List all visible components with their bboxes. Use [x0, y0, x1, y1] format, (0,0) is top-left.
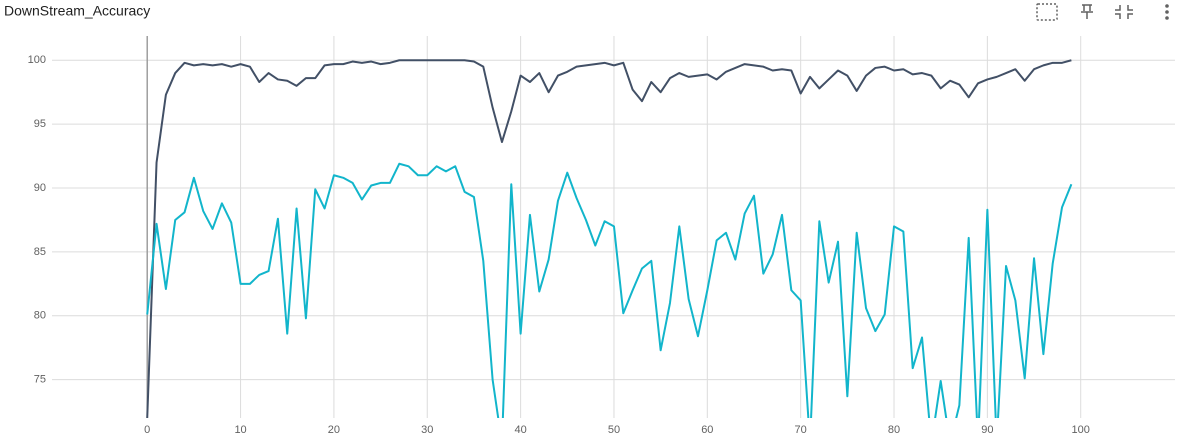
pin-button[interactable] — [1081, 4, 1093, 19]
toolbar — [1036, 3, 1169, 21]
x-tick-label: 70 — [795, 424, 807, 436]
y-tick-label: 100 — [28, 54, 46, 66]
x-tick-label: 100 — [1072, 424, 1090, 436]
more-menu-button[interactable] — [1165, 4, 1169, 20]
series-line — [146, 162, 1073, 418]
collapse-button[interactable] — [1115, 5, 1133, 19]
x-tick-label: 60 — [701, 424, 713, 436]
x-tick-label: 40 — [514, 424, 526, 436]
x-tick-label: 0 — [144, 424, 150, 436]
x-tick-label: 50 — [608, 424, 620, 436]
x-tick-label: 10 — [234, 424, 246, 436]
fit-domain-button[interactable] — [1036, 3, 1058, 21]
x-tick-label: 90 — [981, 424, 993, 436]
plot-area — [146, 59, 1073, 418]
chart-title: DownStream_Accuracy — [4, 3, 150, 19]
y-tick-label: 80 — [34, 310, 46, 322]
y-tick-label: 95 — [34, 118, 46, 130]
tick-labels: 75 80 85 90 95 100 0 10 20 30 40 50 60 70 80 90 100 — [28, 54, 1090, 436]
y-tick-label: 90 — [34, 182, 46, 194]
x-tick-label: 80 — [888, 424, 900, 436]
grid — [52, 36, 1175, 418]
y-tick-label: 75 — [34, 374, 46, 386]
x-tick-label: 30 — [421, 424, 433, 436]
x-tick-label: 20 — [328, 424, 340, 436]
y-tick-label: 85 — [34, 246, 46, 258]
series-line — [146, 59, 1072, 418]
